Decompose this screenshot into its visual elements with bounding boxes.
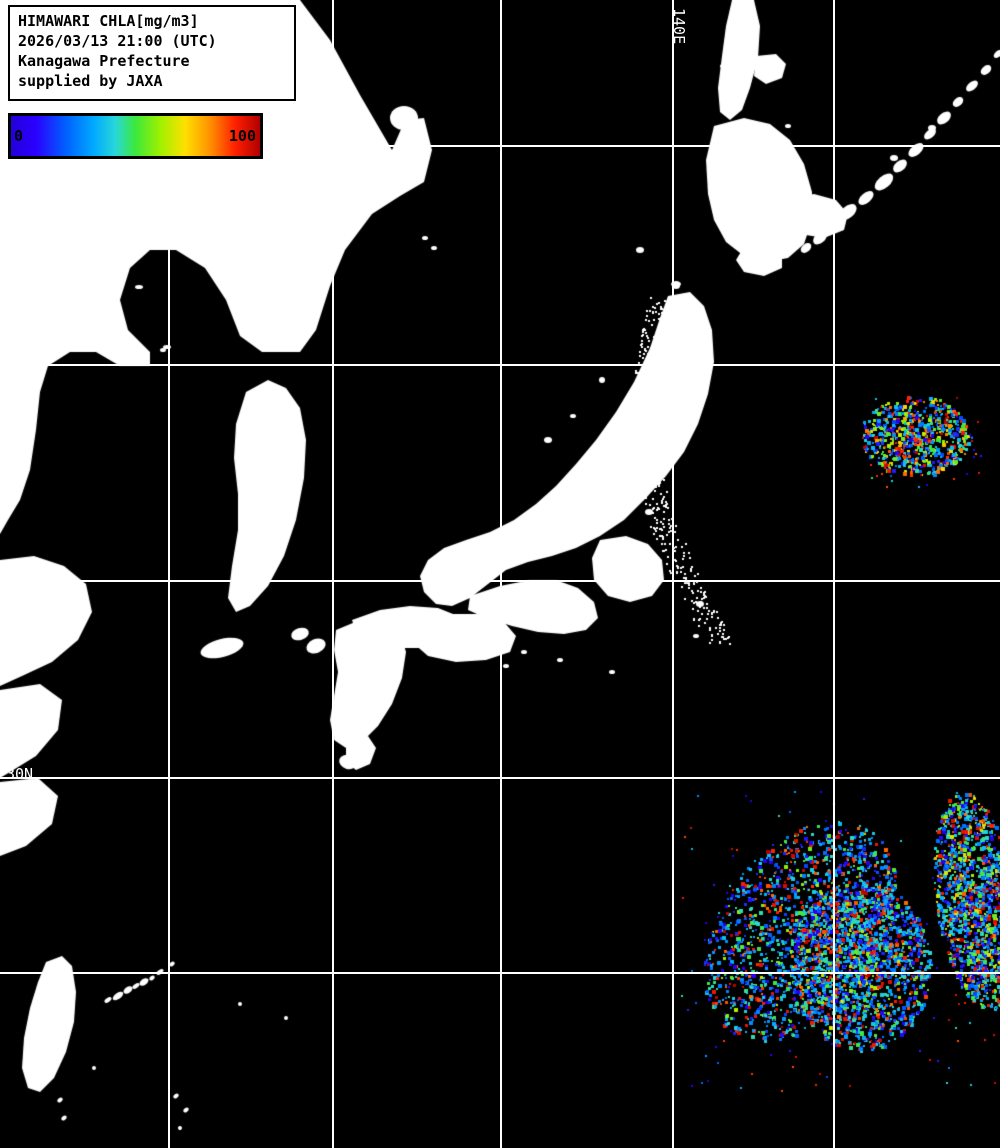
grid-line-parallel-4: [0, 972, 1000, 974]
title-line-0: HIMAWARI CHLA[mg/m3]: [18, 12, 199, 30]
graticule-label-30n: 30N: [6, 765, 34, 783]
grid-line-parallel-2: [0, 580, 1000, 582]
title-line-1: 2026/03/13 21:00 (UTC): [18, 32, 217, 50]
grid-line-meridian-4: [833, 0, 835, 1148]
grid-line-meridian-2: [500, 0, 502, 1148]
title-legend-box: HIMAWARI CHLA[mg/m3] 2026/03/13 21:00 (U…: [8, 5, 296, 101]
colorbar: 0 100: [8, 113, 263, 159]
colorbar-gradient: [11, 116, 260, 156]
title-line-2: Kanagawa Prefecture: [18, 52, 190, 70]
grid-line-parallel-0: [0, 145, 1000, 147]
grid-line-parallel-1: [0, 364, 1000, 366]
colorbar-max-label: 100: [228, 127, 256, 145]
graticule-label-140e: 140E: [670, 8, 688, 45]
grid-line-meridian-3: [672, 0, 674, 1148]
grid-line-parallel-3: [0, 777, 1000, 779]
graticule-label-40n: 40N: [6, 352, 34, 370]
grid-line-meridian-0: [168, 0, 170, 1148]
colorbar-min-label: 0: [14, 127, 24, 145]
title-line-3: supplied by JAXA: [18, 72, 163, 90]
grid-line-meridian-1: [332, 0, 334, 1148]
